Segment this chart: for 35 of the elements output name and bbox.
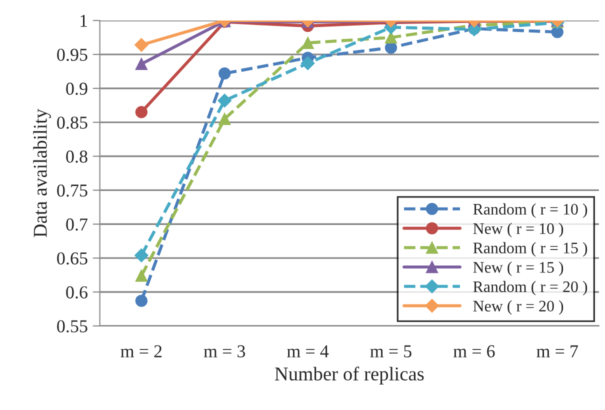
point — [300, 56, 315, 70]
legend-label: Random ( r = 10 ) — [473, 203, 588, 218]
legend-label: Random ( r = 15 ) — [473, 242, 588, 257]
x-tick-label: m = 4 — [287, 345, 329, 358]
point — [218, 112, 231, 125]
x-axis-title: Number of replicas — [274, 366, 424, 384]
x-tick-label: m = 2 — [120, 345, 162, 358]
y-tick-label: 1 — [80, 14, 87, 27]
x-tick-label: m = 7 — [536, 345, 578, 358]
point — [218, 94, 232, 108]
y-axis-title: Data availability — [33, 108, 51, 238]
point — [302, 36, 314, 49]
y-tick-label: 0.95 — [57, 48, 88, 61]
y-tick-label: 0.85 — [57, 116, 88, 129]
y-tick-label: 0.75 — [57, 184, 88, 197]
legend-label: New ( r = 15 ) — [473, 262, 564, 276]
point — [218, 67, 231, 80]
y-tick-label: 0.65 — [57, 252, 88, 265]
y-tick-label: 0.55 — [57, 320, 88, 332]
y-tick-label: 0.7 — [66, 218, 88, 231]
legend-label: New ( r = 10 ) — [473, 222, 564, 238]
legend-label: New ( r = 20 ) — [473, 300, 564, 315]
y-tick-label: 0.6 — [66, 286, 88, 299]
y-tick-label: 0.9 — [66, 82, 88, 95]
point — [135, 294, 148, 307]
point — [135, 270, 148, 282]
y-tick-label: 0.8 — [66, 150, 88, 163]
x-tick-label: m = 3 — [204, 345, 246, 358]
point — [135, 58, 148, 70]
legend-label: Random ( r = 20 ) — [473, 280, 588, 296]
point — [134, 248, 148, 262]
x-tick-label: m = 5 — [370, 345, 412, 358]
point — [134, 38, 148, 52]
x-tick-label: m = 6 — [453, 345, 495, 358]
point — [135, 106, 148, 118]
